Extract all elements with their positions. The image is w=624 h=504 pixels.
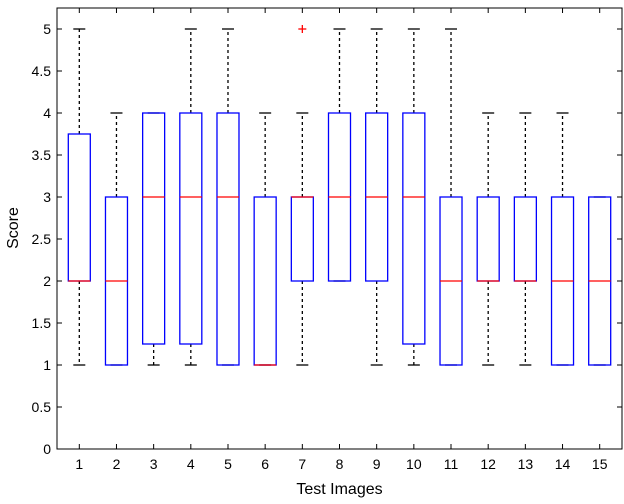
- x-tick-label: 6: [261, 456, 269, 472]
- x-tick-label: 10: [406, 456, 422, 472]
- y-tick-label: 3.5: [32, 147, 52, 163]
- x-tick-label: 8: [336, 456, 344, 472]
- y-tick-label: 5: [43, 21, 51, 37]
- box-15: [588, 196, 612, 366]
- box-10: [402, 28, 426, 366]
- box-5: [216, 28, 240, 366]
- iqr-box: [141, 112, 166, 345]
- box-group: [67, 25, 612, 366]
- box-2: [104, 112, 129, 366]
- y-tick-label: 1.5: [32, 315, 52, 331]
- y-tick-label: 2.5: [32, 231, 52, 247]
- box-8: [327, 28, 352, 282]
- box-4: [179, 28, 203, 366]
- y-tick-label: 4: [43, 105, 51, 121]
- box-3: [141, 112, 166, 366]
- iqr-box: [216, 112, 240, 366]
- x-tick-label: 12: [480, 456, 496, 472]
- axis-ticks: 00.511.522.533.544.551 2 3 4 5 6 7 8 9 10 11 12 13 14…: [32, 8, 622, 472]
- x-tick-label: 13: [518, 456, 534, 472]
- box-14: [550, 112, 575, 366]
- x-tick-label: 2: [113, 456, 121, 472]
- x-tick-label: 1: [75, 456, 83, 472]
- x-tick-label: 14: [555, 456, 571, 472]
- iqr-box: [179, 112, 203, 345]
- x-tick-label: 7: [298, 456, 306, 472]
- y-tick-label: 4.5: [32, 63, 52, 79]
- x-tick-label: 9: [373, 456, 381, 472]
- y-tick-label: 3: [43, 189, 51, 205]
- x-tick-label: 5: [224, 456, 232, 472]
- y-tick-label: 2: [43, 273, 51, 289]
- box-6: [253, 112, 277, 366]
- x-tick-label: 3: [150, 456, 158, 472]
- box-11: [439, 28, 463, 366]
- y-axis-label: Score: [5, 207, 22, 249]
- box-12: [476, 112, 500, 366]
- box-9: [365, 28, 389, 366]
- x-tick-label: 15: [592, 456, 608, 472]
- y-tick-label: 1: [43, 357, 51, 373]
- x-tick-label: 4: [187, 456, 195, 472]
- box-7: [290, 25, 314, 366]
- box-1: [67, 28, 91, 366]
- plot-frame: [56, 7, 623, 450]
- x-axis-label: Test Images: [296, 481, 382, 498]
- box-13: [513, 112, 538, 366]
- y-tick-label: 0: [43, 441, 51, 457]
- iqr-box: [402, 112, 426, 345]
- y-tick-label: 0.5: [32, 399, 52, 415]
- x-tick-label: 11: [444, 456, 459, 472]
